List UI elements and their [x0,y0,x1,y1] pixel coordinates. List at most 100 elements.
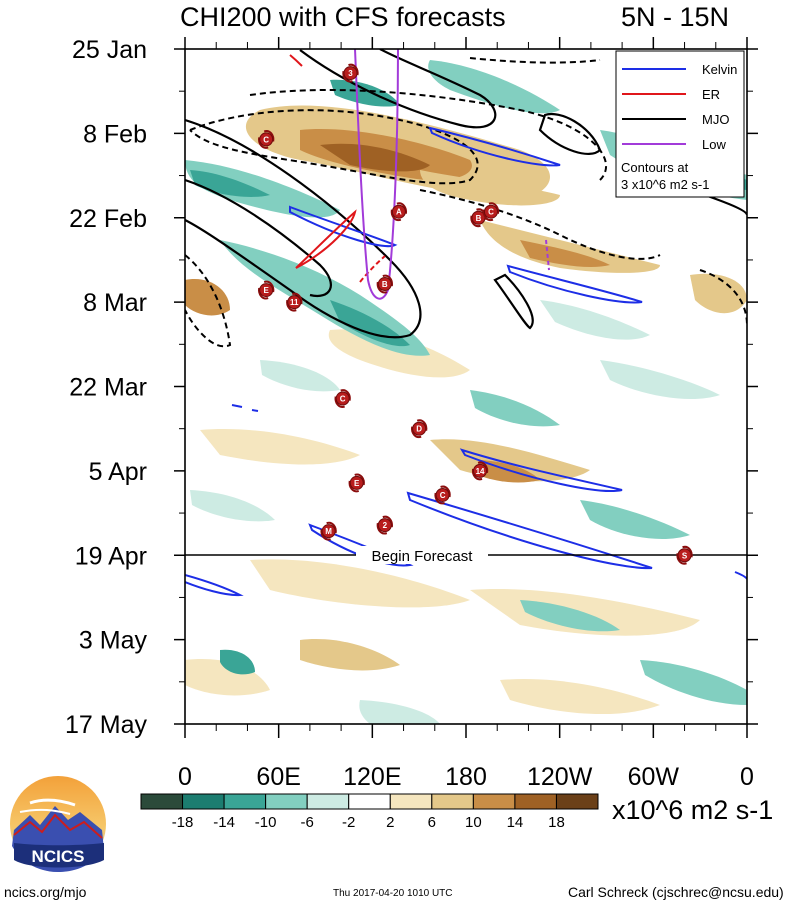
colorbar-label: 6 [428,814,436,831]
y-tick-label: 19 Apr [75,542,147,570]
colorbar-swatch [472,793,516,810]
cyclone-dot [435,487,450,502]
cyclone-marker: A [390,202,408,222]
cyclone-arm [471,461,489,481]
y-tick-label: 25 Jan [72,36,147,64]
cyclone-dot [335,391,350,406]
x-tick-label: 180 [445,763,487,791]
cyclone-label: D [416,425,422,434]
cyclone-arm [482,202,500,222]
colorbar-label: 10 [465,814,482,831]
legend-label-mjo: MJO [702,112,729,127]
legend-label-low: Low [702,137,726,152]
cyclone-arm [348,473,365,493]
colorbar-swatch [223,793,267,810]
cyclone-label: 3 [348,69,353,78]
colorbar-swatch [514,793,557,810]
colorbar-swatch [140,793,184,810]
legend-note-line1: Contours at [621,160,689,175]
cyclone-marker: 2 [376,515,393,535]
x-tick-label: 60W [628,763,680,791]
cyclone-dot [412,421,427,436]
colorbar-swatch [265,793,308,810]
cyclone-marker: D [411,419,428,439]
cyclone-label: C [340,395,346,404]
cyclone-dot [287,295,302,310]
contours [185,49,747,597]
y-tick-label: 8 Mar [83,289,147,317]
cyclone-label: 11 [290,298,299,307]
cyclone-marker: C [434,485,451,505]
anomaly-shading [185,60,747,724]
cyclone-marker: S [676,545,693,565]
ncics-logo: NCICS [10,776,106,872]
cyclone-label: A [396,208,402,217]
colorbar-swatch [348,793,391,810]
cyclone-arm [320,521,337,541]
y-tick-label: 3 May [79,627,148,655]
cyclone-arm [411,419,428,439]
colorbar-label: -2 [342,814,355,831]
legend-label-kelvin: Kelvin [702,62,737,77]
colorbar-label: 18 [548,814,565,831]
colorbar-swatch [182,793,225,810]
colorbar-label: -6 [301,814,314,831]
cyclone-label: B [476,214,482,223]
legend-label-er: ER [702,87,720,102]
cyclone-marker: C [334,389,351,408]
cyclone-marker: 11 [286,292,303,312]
colorbar-units: x10^6 m2 s-1 [612,795,774,825]
cyclone-dot [349,475,364,490]
cyclone-marker: B [376,274,393,294]
cyclone-arm [258,280,275,300]
cyclone-label: C [440,491,446,500]
logo-text: NCICS [32,847,85,866]
y-tick-label: 5 Apr [89,458,147,486]
forecast-label-bg [356,546,488,564]
cyclone-arm [258,130,275,149]
cyclone-dot [473,463,488,478]
cyclone-dot [483,204,498,219]
legend-note-line2: 3 x10^6 m2 s-1 [621,177,709,192]
cyclone-arm [434,485,451,505]
cyclone-arm [286,292,303,312]
cyclone-label: S [682,551,688,560]
cyclone-marker: E [258,280,275,300]
cyclone-dot [391,204,406,219]
colorbar-label: -14 [213,814,235,831]
cyclone-marker: 14 [471,461,489,481]
cyclone-label: C [488,208,494,217]
cyclone-marker: E [348,473,365,493]
cyclone-label: 2 [383,521,388,530]
colorbar: -18 -14 -10 -6 -2 2 6 10 14 18 [140,793,599,831]
footer-credit: Carl Schreck (cjschrec@ncsu.edu) [568,884,784,900]
cyclone-dot [377,518,392,533]
cyclone-label: E [354,479,360,488]
cyclone-arm [676,545,693,565]
colorbar-label: 2 [386,814,394,831]
cyclone-dot [321,524,336,539]
colorbar-label: 14 [507,814,524,831]
axis-ticks [174,37,758,738]
cyclone-arm [376,274,393,294]
cyclone-dot [259,283,274,298]
chart-title: CHI200 with CFS forecasts [180,2,506,32]
footer-url[interactable]: ncics.org/mjo [4,884,87,900]
cyclone-arm [334,389,351,408]
cyclone-dot [377,277,392,292]
y-tick-label: 17 May [65,711,147,739]
cyclone-marker: C [258,130,275,149]
cyclone-arm [390,202,408,222]
cyclone-dot [259,132,274,147]
cyclone-marker: 3 [342,63,359,83]
cyclone-dot [677,548,692,563]
colorbar-swatch [389,793,433,810]
x-tick-label: 0 [740,763,754,791]
colorbar-label: -18 [172,814,194,831]
cyclone-label: M [325,527,332,536]
y-tick-label: 8 Feb [83,120,147,148]
y-axis-labels: 25 Jan 8 Feb 22 Feb 8 Mar 22 Mar 5 Apr 19 Apr 3… [65,36,147,739]
cyclone-arm [342,63,359,83]
x-tick-label: 0 [178,763,192,791]
